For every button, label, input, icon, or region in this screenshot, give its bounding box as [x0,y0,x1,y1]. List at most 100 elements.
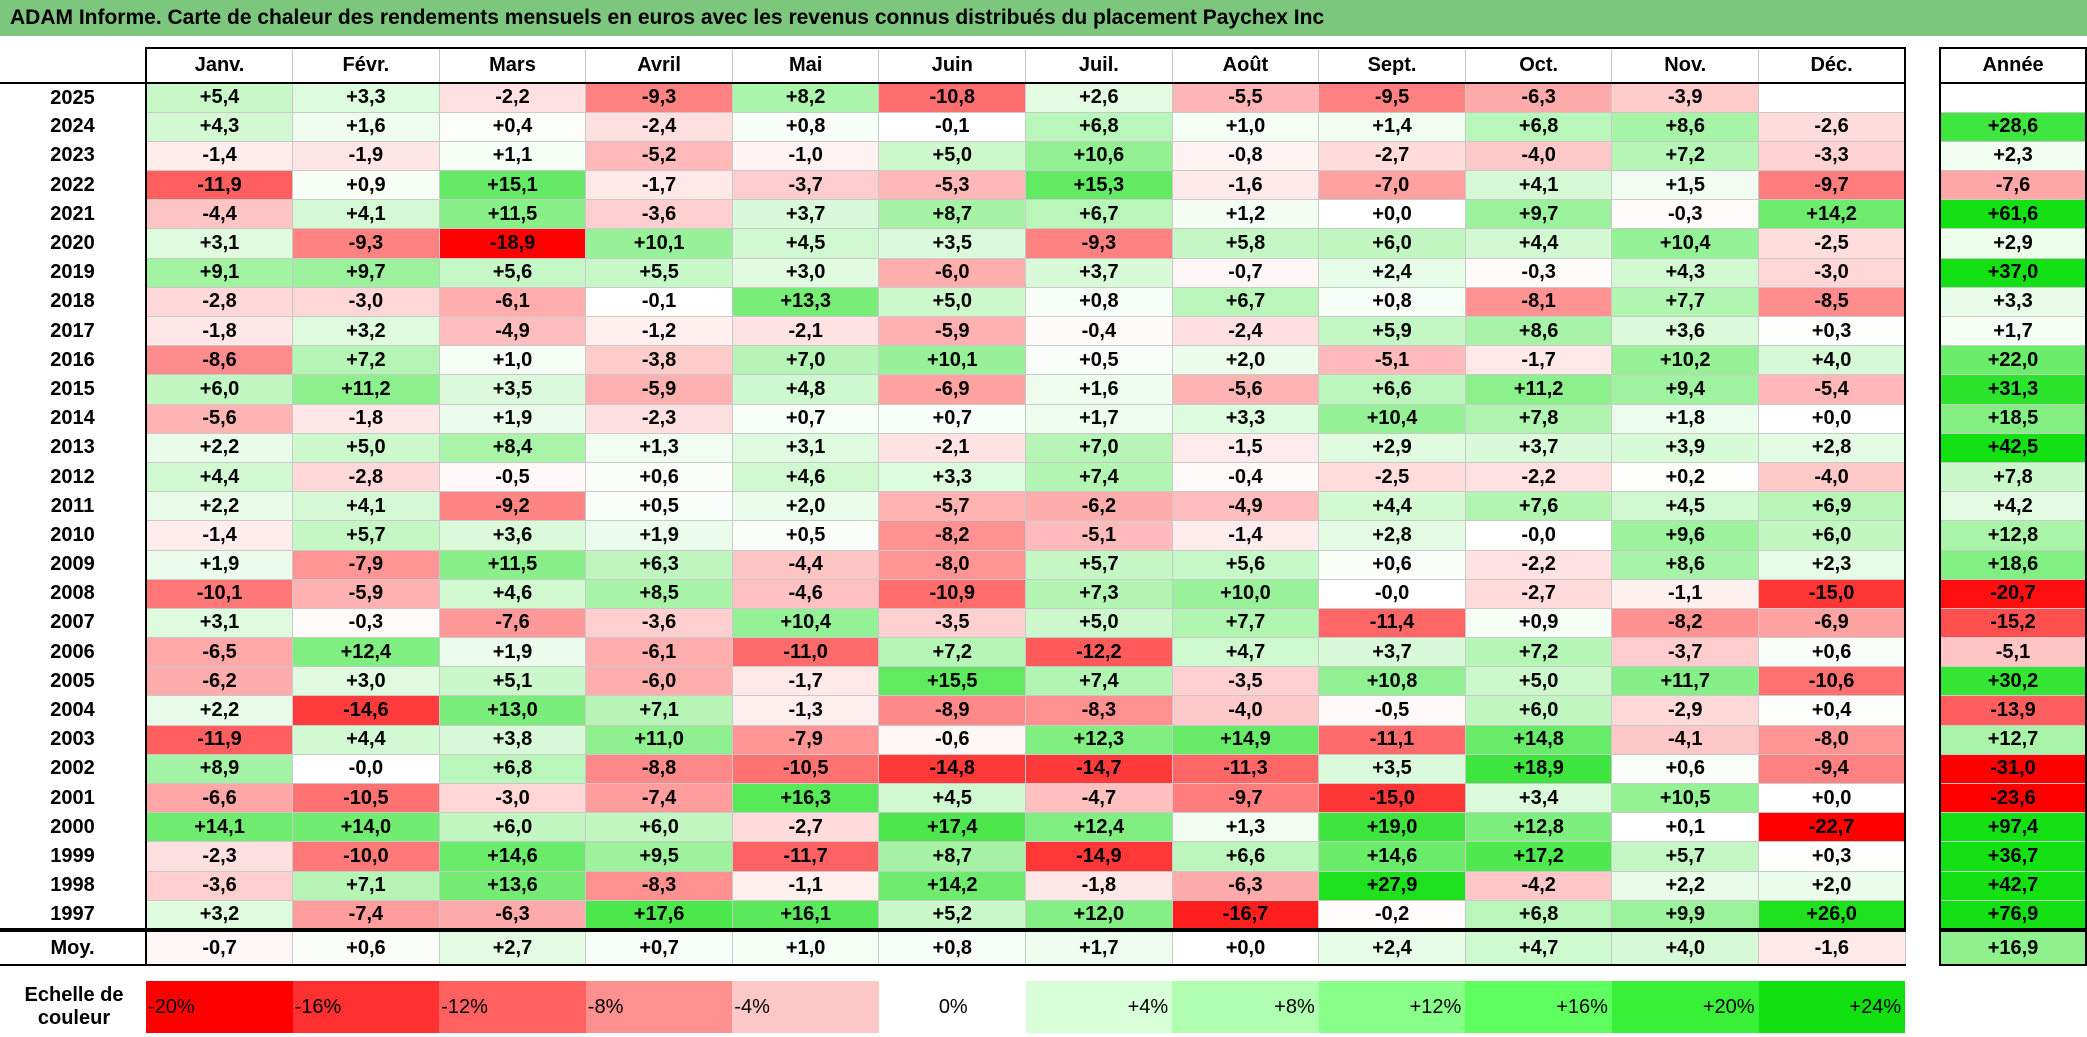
heatmap-cell: -2,5 [1758,228,1907,259]
heatmap-cell: -10,6 [1758,666,1907,697]
heatmap-cell: -2,7 [1464,578,1613,609]
heatmap-cell: -9,4 [1758,753,1907,785]
heatmap-cell: -6,0 [585,666,733,697]
heatmap-cell: +5,5 [585,257,733,288]
table-row: 2023 -1,4 -1,9 +1,1 -5,2 -1,0 +5,0 +10,6 -0,8 -2,… [0,140,1907,172]
heatmap-cell: -1,8 [1025,870,1173,901]
annual-row: +18,5 [1939,403,2087,434]
annual-row: +36,7 [1939,841,2087,872]
heatmap-cell: +4,5 [731,228,880,259]
heatmap-cell: +6,7 [1171,286,1320,318]
heatmap-cell: -11,0 [731,637,880,668]
heatmap-cell: +13,3 [731,286,880,318]
heatmap-cell: +5,8 [1171,228,1320,259]
average-cell: +2,4 [1318,930,1466,967]
annual-cell: +12,7 [1939,724,2087,755]
heatmap-cell: +4,4 [1464,228,1613,259]
heatmap-cell: -8,3 [1025,695,1173,726]
heatmap-cell: +3,2 [145,899,294,931]
month-header: Mai [731,47,880,84]
heatmap-cell: -4,0 [1758,461,1907,493]
heatmap-cell: +3,5 [878,228,1027,259]
scale-swatch: -8% [585,981,733,1033]
heatmap-cell: -6,9 [878,374,1027,405]
heatmap-cell: -4,4 [145,199,294,230]
heatmap-cell: +9,7 [292,257,440,288]
table-row: 2015 +6,0 +11,2 +3,5 -5,9 +4,8 -6,9 +1,6 -5,6 +6,… [0,374,1907,405]
heatmap-cell: -0,6 [878,724,1027,755]
heatmap-cell: -1,9 [292,140,440,172]
heatmap-cell: +7,3 [1025,578,1173,609]
annual-row: -5,1 [1939,637,2087,668]
heatmap-cell: +2,8 [1318,520,1466,551]
heatmap-cell: +14,6 [438,841,587,872]
heatmap-cell: -1,5 [1171,432,1320,463]
year-label: 2016 [0,345,147,375]
heatmap-cell: -6,3 [438,899,587,931]
table-row: 2005 -6,2 +3,0 +5,1 -6,0 -1,7 +15,5 +7,4 -3,5 +10… [0,666,1907,697]
heatmap-cell: -9,7 [1758,170,1907,201]
year-label: 2018 [0,287,147,317]
heatmap-cell: +2,6 [1025,82,1173,113]
scale-swatch: +24% [1758,981,1906,1033]
annual-row: +12,8 [1939,520,2087,551]
heatmap-cell: +3,0 [731,257,880,288]
year-label: 2006 [0,637,147,667]
annual-cell: +4,2 [1939,491,2087,522]
year-label: 2024 [0,112,147,142]
heatmap-cell: -1,4 [145,140,294,172]
table-row: 1999 -2,3 -10,0 +14,6 +9,5 -11,7 +8,7 -14,9 +6,6… [0,841,1907,872]
average-cell: -1,6 [1758,930,1906,967]
heatmap-cell: +10,5 [1611,782,1760,814]
heatmap-cell: -0,4 [1025,315,1173,347]
heatmap-cell: -7,4 [292,899,440,931]
heatmap-cell: +11,5 [438,549,587,580]
year-label: 2007 [0,608,147,638]
heatmap-cell: -9,2 [438,491,587,522]
heatmap-cell: +3,3 [292,82,440,113]
heatmap-cell: -5,1 [1025,520,1173,551]
heatmap-cell: +4,4 [292,724,440,755]
heatmap-cell: +3,8 [438,724,587,755]
heatmap-cell: +4,8 [731,374,880,405]
scale-swatch: -20% [146,981,293,1033]
heatmap-cell: -4,2 [1464,870,1613,901]
heatmap-cell: +7,7 [1611,286,1760,318]
heatmap-cell: -1,6 [1171,170,1320,201]
annual-row: +1,7 [1939,315,2087,347]
heatmap-cell: +8,7 [878,841,1027,872]
year-label: 2010 [0,520,147,550]
heatmap-cell: +0,6 [1611,753,1760,785]
heatmap-cell: -5,7 [878,491,1027,522]
heatmap-cell: -0,5 [1318,695,1466,726]
heatmap-cell: +0,8 [1318,286,1466,318]
heatmap-cell: +2,4 [1318,257,1466,288]
heatmap-cell: -3,7 [1611,637,1760,668]
annual-row: -7,6 [1939,170,2087,201]
annual-cell: -20,7 [1939,578,2087,609]
heatmap-cell: +0,2 [1611,461,1760,493]
heatmap-cell: +5,0 [1464,666,1613,697]
heatmap-cell: -5,4 [1758,374,1907,405]
annual-cell: +12,8 [1939,520,2087,551]
heatmap-cell: -8,3 [585,870,733,901]
table-row: 2002 +8,9 -0,0 +6,8 -8,8 -10,5 -14,8 -14,7 -11,3… [0,753,1907,785]
month-header: Janv. [145,47,294,84]
table-row: 2003 -11,9 +4,4 +3,8 +11,0 -7,9 -0,6 +12,3 +14,9… [0,724,1907,755]
heatmap-cell: -6,2 [145,666,294,697]
year-label: 2023 [0,141,147,171]
heatmap-cell: -8,0 [1758,724,1907,755]
annual-cell: +18,5 [1939,403,2087,434]
heatmap-cell: +2,2 [145,695,294,726]
scale-swatch: 0% [878,981,1026,1033]
heatmap-cell: -11,7 [731,841,880,872]
heatmap-cell: +6,6 [1171,841,1320,872]
heatmap-cell: -5,6 [145,403,294,434]
heatmap-cell: +3,0 [292,666,440,697]
heatmap-cell: +0,0 [1318,199,1466,230]
heatmap-cell: +10,2 [1611,345,1760,376]
heatmap-cell: -6,1 [438,286,587,318]
heatmap-cell: -4,4 [731,549,880,580]
heatmap-cell: -6,9 [1758,607,1907,639]
heatmap-cell: +1,1 [438,140,587,172]
